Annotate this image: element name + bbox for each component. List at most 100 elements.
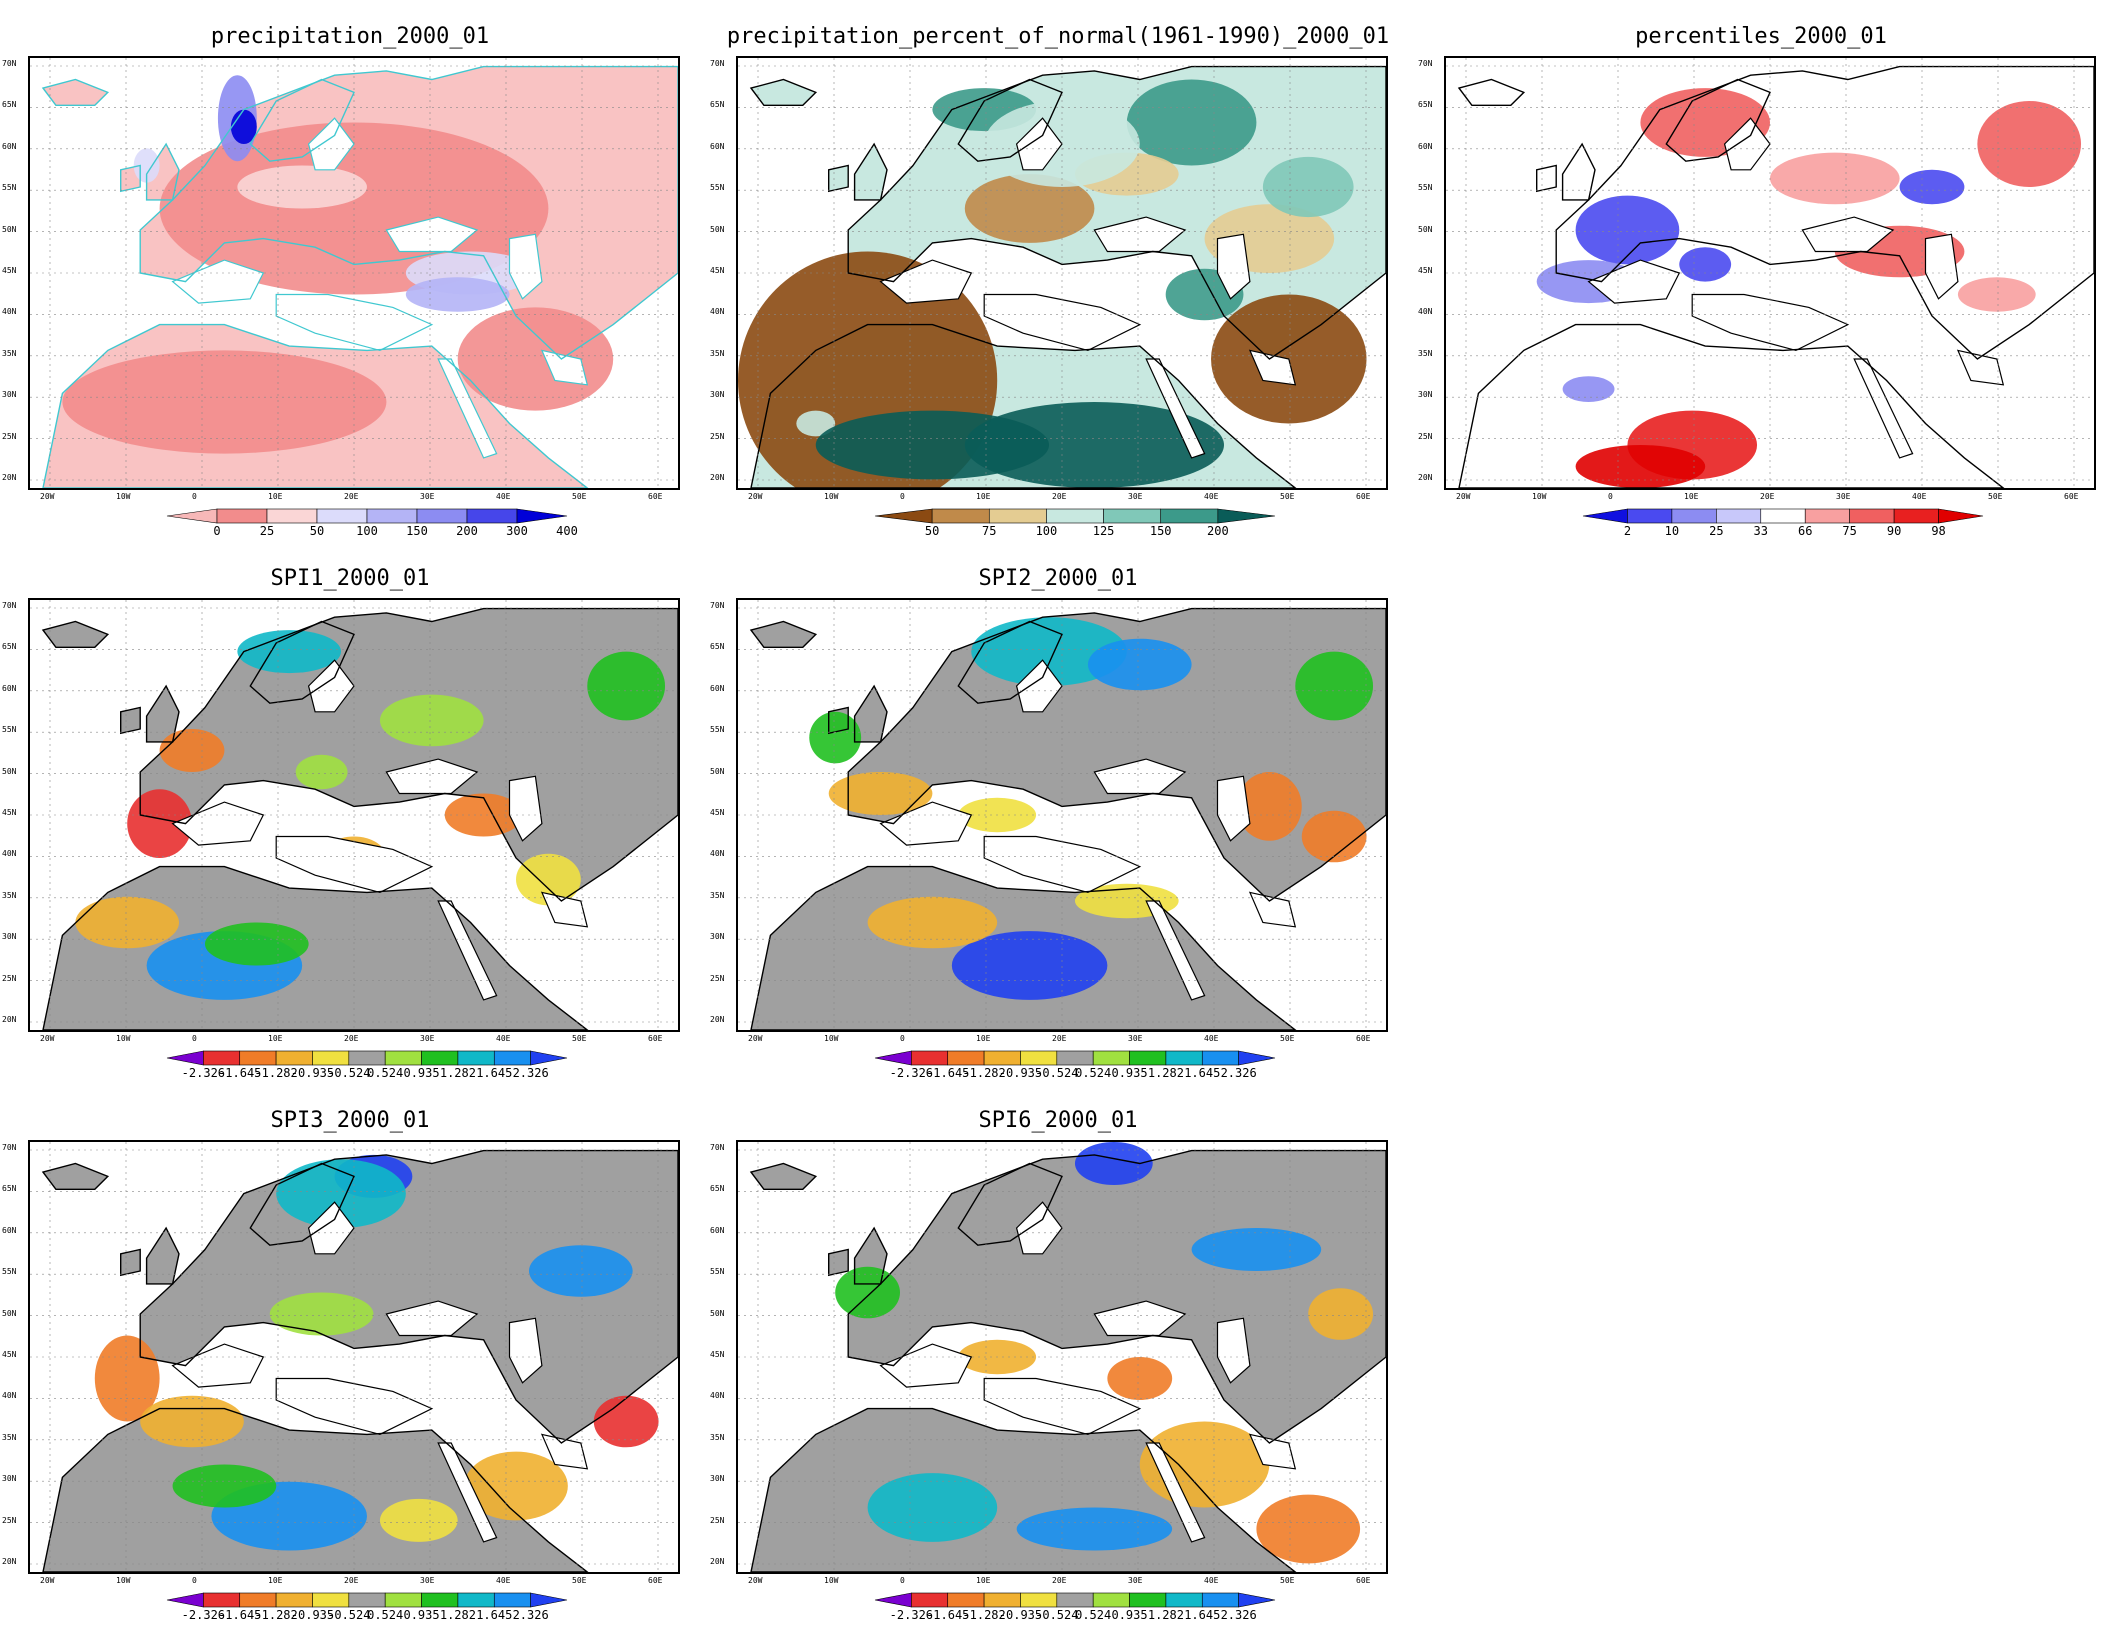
- map-frame: [736, 598, 1388, 1032]
- colorbar-swatch: [911, 1592, 949, 1608]
- coast-redsea: [437, 900, 498, 1001]
- colorbar-swatch: [266, 508, 318, 524]
- lat-label: 20N: [710, 1015, 725, 1024]
- colorbar-swatch: [348, 1050, 386, 1066]
- lat-label: 45N: [1418, 266, 1433, 275]
- data-blob: [269, 1292, 374, 1336]
- coast-med1: [171, 1343, 265, 1388]
- lon-label: 40E: [1204, 1034, 1219, 1043]
- map-canvas: [30, 600, 678, 1030]
- coast-africa: [42, 1407, 589, 1572]
- colorbar: -2.326 -1.645 -1.282 -0.935 -0.524 0.524 0.935…: [152, 1050, 582, 1090]
- lon-label: 0: [192, 1034, 197, 1043]
- colorbar-swatch: [457, 1592, 495, 1608]
- coastlines: [749, 1149, 1386, 1572]
- lat-label: 50N: [2, 1308, 17, 1318]
- lon-label: 20E: [1760, 492, 1775, 501]
- colorbar-swatch: [1056, 1592, 1094, 1608]
- lat-label: 40N: [2, 1391, 17, 1401]
- data-blob: [1957, 277, 2036, 312]
- graticule: [738, 58, 1386, 488]
- land-britain: [854, 144, 887, 200]
- land-ireland: [828, 1249, 849, 1276]
- graticule: [30, 600, 678, 1030]
- lon-label: 20E: [1052, 1576, 1067, 1585]
- lat-label: 25N: [2, 1515, 17, 1525]
- colorbar-swatch: [1627, 508, 1673, 524]
- sea-caspian: [1925, 234, 1958, 299]
- lat-label: 25N: [710, 1515, 725, 1525]
- colorbar-swatch: [166, 1592, 204, 1608]
- colorbar-tick-label: -0.935: [998, 1608, 1043, 1622]
- colorbar-tick-label: 25: [259, 524, 275, 538]
- panel-title: SPI6_2000_01: [978, 1108, 1138, 1133]
- lat-label: 20N: [2, 1015, 17, 1024]
- panel-title: SPI1_2000_01: [270, 566, 430, 591]
- data-blob: [1256, 1494, 1361, 1564]
- colorbar-swatch: [316, 508, 368, 524]
- lat-label: 70N: [2, 601, 17, 610]
- lon-label: 50E: [1280, 1034, 1295, 1043]
- map-canvas: [738, 58, 1386, 488]
- colorbar-swatch: [1103, 508, 1162, 524]
- lat-label: 45N: [2, 808, 17, 817]
- lat-label: 45N: [710, 808, 725, 817]
- sea-caspian: [509, 234, 542, 299]
- land-britain: [1562, 144, 1595, 200]
- lon-label: 0: [192, 492, 197, 501]
- lon-label: 10W: [116, 1576, 131, 1585]
- lon-label: 10W: [824, 1034, 839, 1043]
- lat-label: 35N: [2, 1432, 17, 1442]
- coast-redsea: [1145, 1442, 1206, 1543]
- coast-med1: [879, 1343, 973, 1388]
- lon-label: 30E: [420, 1576, 435, 1585]
- lat-label: 35N: [710, 1432, 725, 1442]
- colorbar-swatches: [874, 1050, 1276, 1066]
- data-blob: [444, 793, 523, 837]
- lon-label: 0: [192, 1576, 197, 1585]
- graticule: [30, 1142, 678, 1572]
- data-blob: [1575, 445, 1706, 488]
- lon-label: 10E: [268, 1034, 283, 1043]
- lat-label: 20N: [710, 1557, 725, 1566]
- sea-black: [1094, 759, 1186, 794]
- colorbar-swatch: [983, 1592, 1021, 1608]
- sea-baltic: [1016, 118, 1062, 170]
- lon-label: 50E: [1280, 492, 1295, 501]
- colorbar-tick-label: 1.282: [1147, 1066, 1184, 1080]
- colorbar-tick-label: 75: [1842, 524, 1857, 538]
- coast-med1: [171, 259, 265, 304]
- coast-ireland: [828, 164, 849, 193]
- colorbar-tick-label: 100: [356, 524, 378, 538]
- coast-black: [1093, 1300, 1187, 1337]
- sea-caspian: [1217, 776, 1250, 841]
- colorbar-swatch: [416, 508, 468, 524]
- sea-baltic: [308, 118, 354, 170]
- data-blob: [1295, 651, 1374, 721]
- lat-label: 55N: [1418, 183, 1433, 193]
- coast-europe: [139, 1149, 678, 1444]
- colorbar-swatch: [1129, 1592, 1167, 1608]
- lat-label: 40N: [2, 849, 17, 859]
- colorbar-swatch: [421, 1050, 459, 1066]
- lon-label: 10E: [976, 1034, 991, 1043]
- colorbar-swatch: [983, 1050, 1021, 1066]
- lon-label: 50E: [572, 1576, 587, 1585]
- data-blob: [62, 350, 387, 454]
- sea-baltic: [1016, 1202, 1062, 1254]
- data-blob: [587, 651, 666, 721]
- colorbar-swatch: [1056, 1050, 1094, 1066]
- coast-europe: [139, 65, 678, 360]
- lon-label: 60E: [1356, 492, 1371, 501]
- colorbar-swatch: [493, 1592, 531, 1608]
- data-blob: [1770, 152, 1900, 205]
- lat-label: 50N: [710, 224, 725, 234]
- lat-label: 25N: [2, 973, 17, 983]
- lat-label: 60N: [710, 683, 725, 693]
- lat-label: 65N: [710, 100, 725, 110]
- sea-caspian: [509, 776, 542, 841]
- colorbar-tick-label: -1.645: [926, 1066, 970, 1080]
- colorbar-tick-label: -0.524: [327, 1066, 371, 1080]
- lat-label: 55N: [2, 725, 17, 735]
- lat-label: 20N: [2, 1557, 17, 1566]
